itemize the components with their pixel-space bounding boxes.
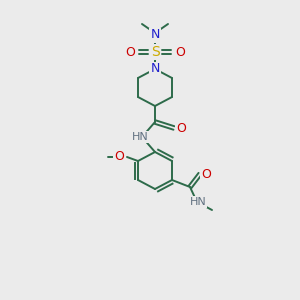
Text: O: O — [114, 151, 124, 164]
Text: N: N — [150, 28, 160, 41]
Text: N: N — [150, 62, 160, 76]
Text: O: O — [175, 46, 185, 59]
Text: HN: HN — [132, 132, 148, 142]
Text: O: O — [125, 46, 135, 59]
Text: HN: HN — [190, 197, 206, 207]
Text: S: S — [151, 45, 159, 59]
Text: O: O — [201, 167, 211, 181]
Text: O: O — [176, 122, 186, 134]
